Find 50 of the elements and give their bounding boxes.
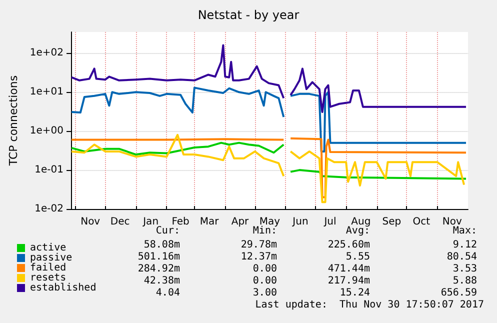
chart-title: Netstat - by year <box>198 8 300 22</box>
text: 0.00 <box>252 276 277 286</box>
text: 501.16m <box>138 252 180 262</box>
y-axis-title: TCP connections <box>7 75 20 167</box>
text: Min: <box>252 226 277 236</box>
legend-label: established <box>30 282 96 294</box>
x-tick-label: Sep <box>382 216 402 228</box>
text: 225.60m <box>328 240 370 250</box>
text: 9.12 <box>452 240 477 250</box>
y-tick-label: 1e+01 <box>30 86 64 98</box>
text: 58.08m <box>144 240 180 250</box>
x-tick-label: Apr <box>231 216 250 228</box>
x-tick-label: Jan <box>142 216 159 228</box>
legend-label: resets <box>30 272 66 284</box>
x-tick-label: Nov <box>80 216 100 228</box>
text: 471.44m <box>328 264 370 274</box>
text: 217.94m <box>328 276 370 286</box>
y-tick-label: 1e-02 <box>34 204 64 214</box>
x-tick-label: Feb <box>172 216 190 228</box>
text: 42.38m <box>144 276 180 286</box>
x-tick-label: Dec <box>110 216 130 228</box>
text: 3.53 <box>452 264 477 274</box>
text: Max: <box>452 226 477 236</box>
x-tick-label: Mar <box>200 216 220 228</box>
text: 12.37m <box>240 252 277 262</box>
text: Cur: <box>156 226 180 236</box>
text: 29.78m <box>240 240 277 250</box>
text: 5.88 <box>452 276 477 286</box>
text: 4.04 <box>156 288 180 298</box>
text: 0.00 <box>252 264 277 274</box>
legend-label: passive <box>30 252 72 264</box>
text: 15.24 <box>340 288 370 298</box>
x-tick-label: Aug <box>351 216 371 228</box>
text: Avg: <box>346 226 370 236</box>
x-tick-label: Nov <box>442 216 462 228</box>
text: Last update: Thu Nov 30 17:50:07 2017 <box>255 300 484 310</box>
y-tick-label: 1e+02 <box>30 48 64 59</box>
text: 80.54 <box>446 252 477 262</box>
text: 656.59 <box>440 288 477 298</box>
x-tick-label: Oct <box>412 216 430 228</box>
x-tick-label: May <box>259 216 280 228</box>
y-tick-label: 1e+00 <box>30 126 64 137</box>
legend-label: active <box>30 242 66 254</box>
x-tick-label: Jul <box>323 216 336 228</box>
y-tick-label: 1e-01 <box>34 164 64 176</box>
x-tick-label: Jun <box>292 216 308 228</box>
text: 284.92m <box>138 264 180 274</box>
text: 5.55 <box>346 252 370 262</box>
text: 3.00 <box>252 288 277 298</box>
legend-label: failed <box>30 262 66 274</box>
